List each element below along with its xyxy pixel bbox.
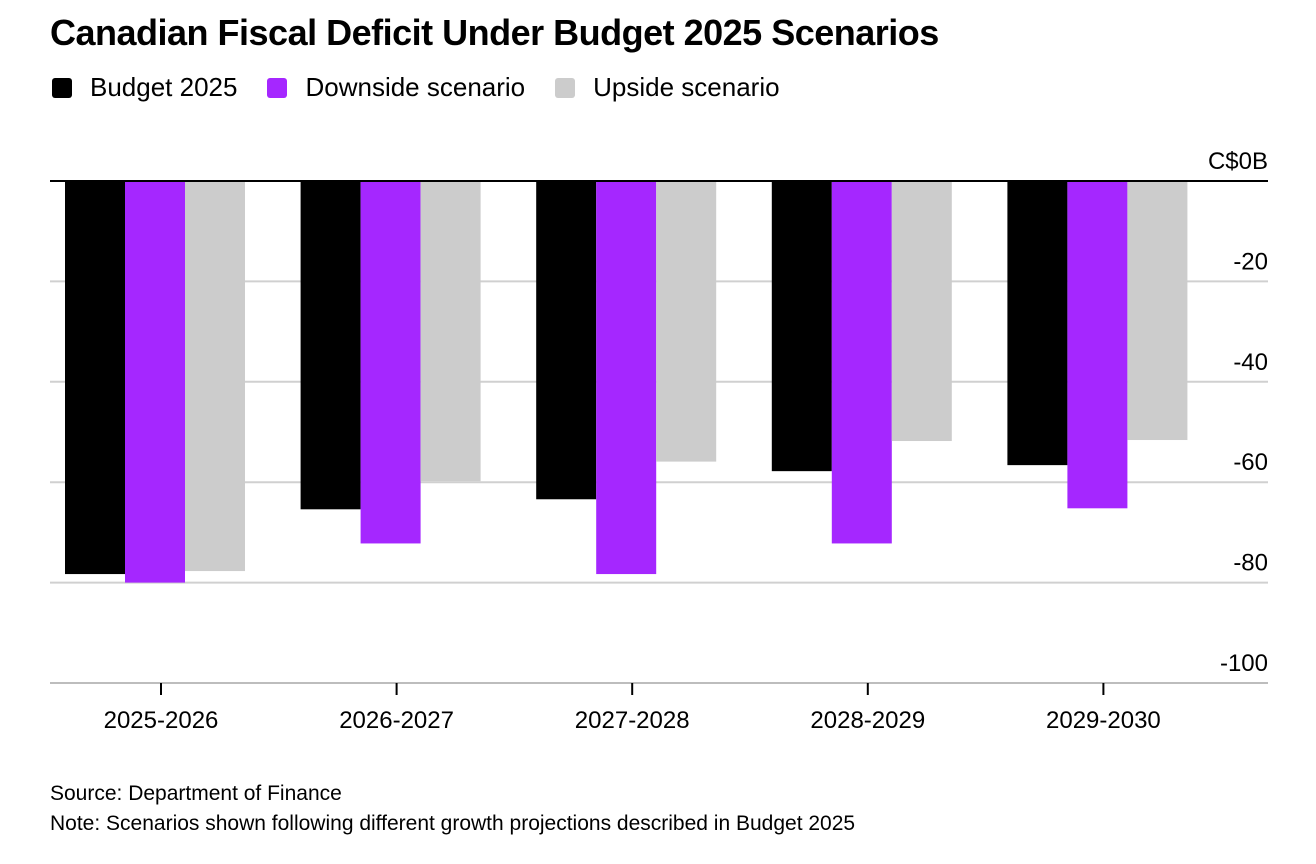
bar-downside-scenario-2028-2029 [831, 181, 892, 544]
bar-budget-2025-2027-2028 [536, 181, 597, 500]
bar-budget-2025-2025-2026 [65, 181, 125, 575]
legend-label-budget: Budget 2025 [90, 72, 238, 102]
legend: Budget 2025 Downside scenario Upside sce… [52, 72, 810, 103]
bar-downside-scenario-2026-2027 [360, 181, 421, 544]
x-tick-label: 2026-2027 [339, 707, 454, 734]
y-tick-label: -100 [1220, 650, 1268, 677]
legend-swatch-budget [52, 77, 72, 98]
bar-downside-scenario-2025-2026 [125, 181, 185, 583]
legend-item-downside: Downside scenario [267, 72, 525, 103]
y-tick-label: C$0B [1208, 148, 1268, 175]
x-tick-label: 2029-2030 [1046, 707, 1161, 734]
bar-budget-2025-2029-2030 [1007, 181, 1068, 466]
bar-upside-scenario-2025-2026 [185, 181, 245, 572]
bar-chart: C$0B -20 -40 -60 -80 -100 2025-2026 2026-2027 20… [50, 148, 1268, 734]
legend-swatch-downside [267, 77, 288, 98]
y-tick-label: -80 [1233, 550, 1268, 577]
bar-budget-2025-2028-2029 [771, 181, 832, 472]
x-tick-label: 2028-2029 [810, 707, 925, 734]
bar-upside-scenario-2029-2030 [1127, 181, 1188, 441]
legend-item-upside: Upside scenario [555, 72, 780, 103]
legend-label-upside: Upside scenario [593, 72, 780, 102]
x-tick-label: 2027-2028 [575, 707, 690, 734]
bar-upside-scenario-2027-2028 [656, 181, 717, 462]
x-tick-label: 2025-2026 [104, 707, 219, 734]
bar-upside-scenario-2028-2029 [891, 181, 952, 442]
y-tick-label: -60 [1233, 449, 1268, 476]
y-tick-label: -20 [1233, 248, 1268, 275]
legend-label-downside: Downside scenario [305, 72, 526, 102]
legend-item-budget: Budget 2025 [52, 72, 237, 103]
legend-swatch-upside [555, 77, 576, 98]
bar-upside-scenario-2026-2027 [420, 181, 481, 482]
y-tick-label: -40 [1233, 349, 1268, 376]
source-note: Source: Department of Finance [50, 782, 342, 805]
bar-downside-scenario-2029-2030 [1067, 181, 1128, 509]
bar-budget-2025-2026-2027 [300, 181, 361, 510]
bar-downside-scenario-2027-2028 [596, 181, 657, 575]
footnote: Note: Scenarios shown following differen… [50, 812, 856, 835]
chart-title: Canadian Fiscal Deficit Under Budget 202… [50, 12, 939, 53]
